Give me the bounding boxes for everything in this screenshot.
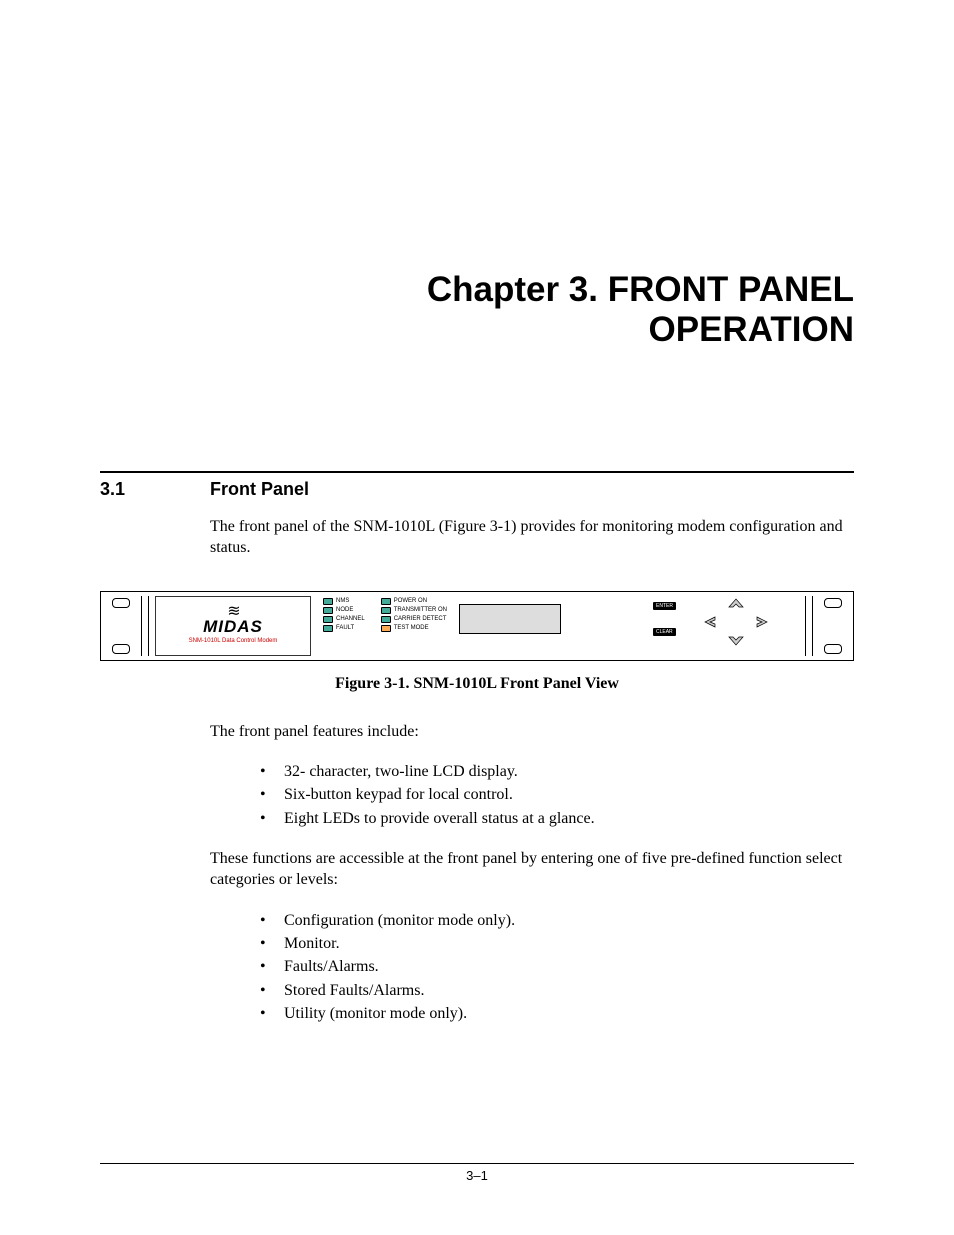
page-number: 3–1	[466, 1168, 488, 1183]
led-icon	[381, 607, 391, 614]
rack-ear-left	[107, 596, 135, 656]
led-icon	[381, 616, 391, 623]
led-icon	[381, 598, 391, 605]
arrow-right-icon	[753, 615, 771, 629]
enter-button: ENTER	[653, 602, 676, 610]
led-carrier-detect: CARRIER DETECT	[381, 616, 447, 623]
list-item: Utility (monitor mode only).	[260, 1002, 854, 1025]
led-group: NMS NODE CHANNEL FAULT POWER ON TRANSMIT…	[317, 596, 453, 656]
rack-hole-icon	[112, 598, 130, 608]
logo-subtitle: SNM-1010L Data Control Modem	[189, 638, 278, 644]
led-icon	[381, 625, 391, 632]
list-item: Configuration (monitor mode only).	[260, 909, 854, 932]
list-item: Stored Faults/Alarms.	[260, 979, 854, 1002]
logo-brand: MIDAS	[203, 617, 263, 637]
lcd-display	[459, 604, 561, 634]
arrow-left-icon	[701, 615, 719, 629]
section-number: 3.1	[100, 479, 210, 500]
led-fault: FAULT	[323, 625, 365, 632]
logo-swoosh-icon: ≋	[227, 607, 238, 617]
chapter-title: Chapter 3. FRONT PANEL OPERATION	[100, 270, 854, 351]
rack-hole-icon	[824, 644, 842, 654]
led-channel: CHANNEL	[323, 616, 365, 623]
rack-hole-icon	[824, 598, 842, 608]
led-transmitter-on: TRANSMITTER ON	[381, 607, 447, 614]
functions-intro: These functions are accessible at the fr…	[210, 848, 854, 891]
features-list: 32- character, two-line LCD display. Six…	[260, 760, 854, 830]
panel-spacer	[567, 596, 643, 656]
rack-ear-right	[819, 596, 847, 656]
panel-divider	[148, 596, 149, 656]
page-footer: 3–1	[100, 1163, 854, 1183]
panel-divider	[812, 596, 813, 656]
led-nms: NMS	[323, 598, 365, 605]
panel-divider	[805, 596, 806, 656]
figure-caption: Figure 3-1. SNM-1010L Front Panel View	[100, 675, 854, 693]
chapter-title-line1: Chapter 3. FRONT PANEL	[427, 270, 854, 309]
led-icon	[323, 616, 333, 623]
front-panel-diagram: ≋ MIDAS SNM-1010L Data Control Modem NMS…	[100, 591, 854, 661]
rack-hole-icon	[112, 644, 130, 654]
section-title: Front Panel	[210, 479, 309, 500]
list-item: Faults/Alarms.	[260, 955, 854, 978]
led-column-1: NMS NODE CHANNEL FAULT	[323, 598, 365, 632]
logo-panel: ≋ MIDAS SNM-1010L Data Control Modem	[155, 596, 311, 656]
led-column-2: POWER ON TRANSMITTER ON CARRIER DETECT T…	[381, 598, 447, 632]
arrow-up-icon	[727, 596, 745, 610]
figure-3-1: ≋ MIDAS SNM-1010L Data Control Modem NMS…	[100, 591, 854, 693]
intro-paragraph: The front panel of the SNM-1010L (Figure…	[210, 516, 854, 559]
section-header: 3.1 Front Panel	[100, 471, 854, 500]
list-item: 32- character, two-line LCD display.	[260, 760, 854, 783]
panel-divider	[141, 596, 142, 656]
list-item: Monitor.	[260, 932, 854, 955]
chapter-title-line2: OPERATION	[649, 310, 854, 349]
led-icon	[323, 625, 333, 632]
page: Chapter 3. FRONT PANEL OPERATION 3.1 Fro…	[0, 0, 954, 1235]
led-icon	[323, 607, 333, 614]
led-power-on: POWER ON	[381, 598, 447, 605]
keypad: ENTER CLEAR	[649, 596, 799, 656]
clear-button: CLEAR	[653, 628, 676, 636]
led-test-mode: TEST MODE	[381, 625, 447, 632]
list-item: Six-button keypad for local control.	[260, 783, 854, 806]
features-intro: The front panel features include:	[210, 721, 854, 743]
functions-list: Configuration (monitor mode only). Monit…	[260, 909, 854, 1025]
list-item: Eight LEDs to provide overall status at …	[260, 807, 854, 830]
led-icon	[323, 598, 333, 605]
arrow-down-icon	[727, 634, 745, 648]
led-node: NODE	[323, 607, 365, 614]
